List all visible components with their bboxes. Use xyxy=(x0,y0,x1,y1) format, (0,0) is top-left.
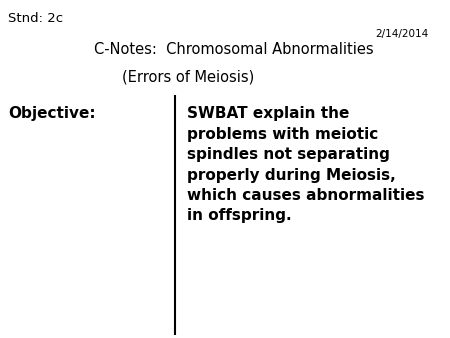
Text: Stnd: 2c: Stnd: 2c xyxy=(8,12,63,25)
Text: 2/14/2014: 2/14/2014 xyxy=(376,29,429,39)
Text: SWBAT explain the
problems with meiotic
spindles not separating
properly during : SWBAT explain the problems with meiotic … xyxy=(187,106,424,223)
Text: C-Notes:  Chromosomal Abnormalities: C-Notes: Chromosomal Abnormalities xyxy=(94,42,374,57)
Text: (Errors of Meiosis): (Errors of Meiosis) xyxy=(122,69,254,84)
Text: Objective:: Objective: xyxy=(8,106,96,121)
